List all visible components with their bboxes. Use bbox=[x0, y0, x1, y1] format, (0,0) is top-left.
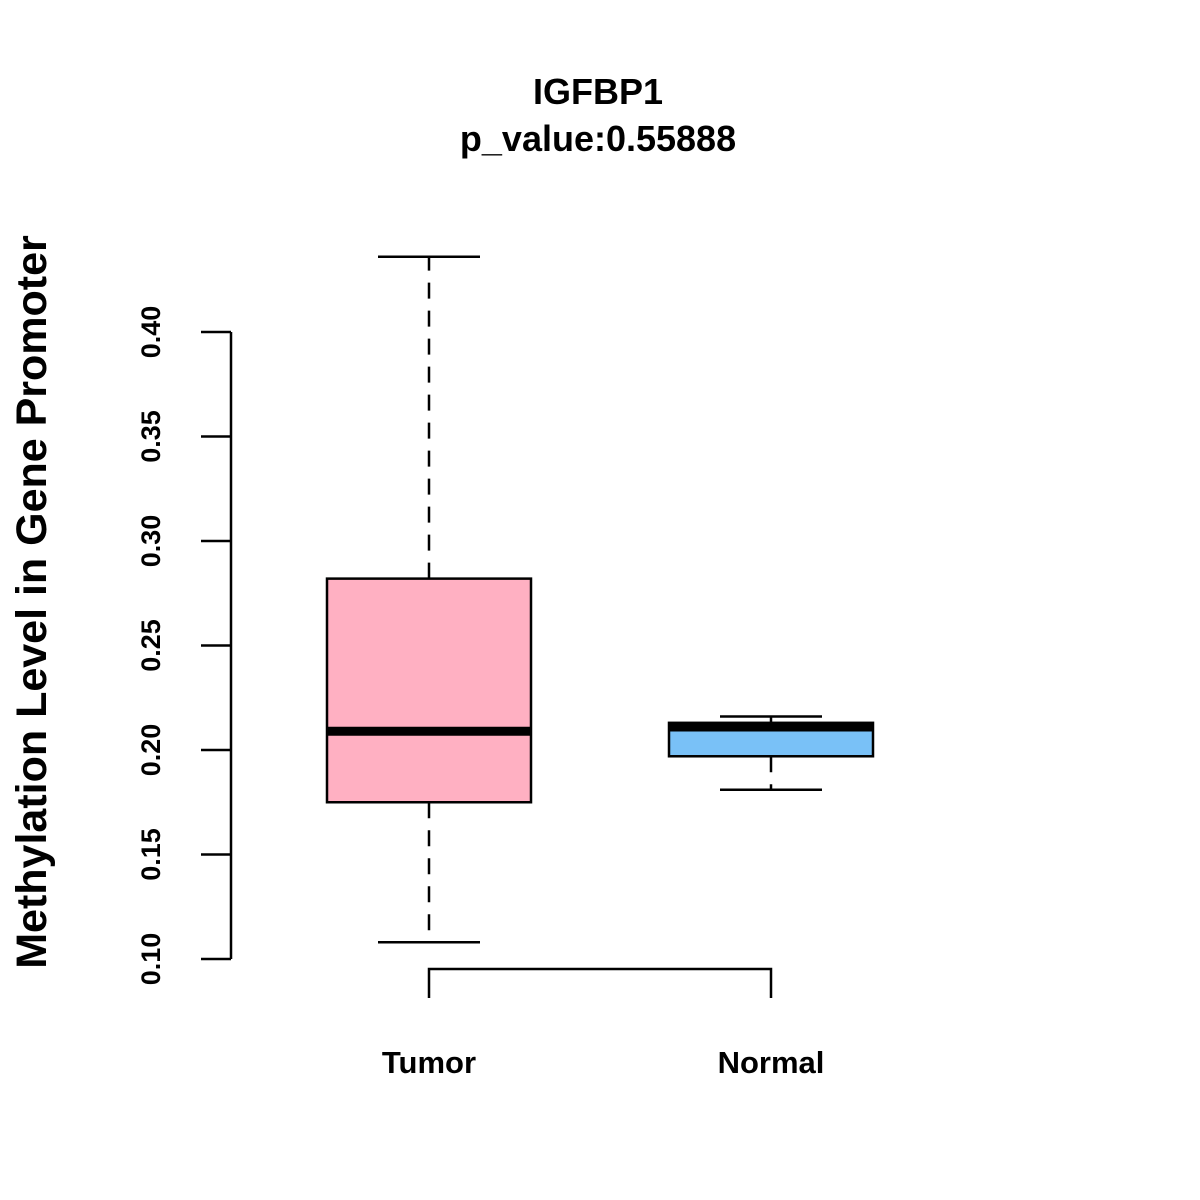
y-tick-label: 0.15 bbox=[136, 828, 166, 881]
y-axis: 0.10 0.15 0.20 0.25 0.30 0.35 0.40 bbox=[136, 306, 233, 986]
box-normal bbox=[667, 715, 875, 791]
y-tick-label: 0.35 bbox=[136, 410, 166, 463]
y-tick-label: 0.30 bbox=[136, 515, 166, 568]
chart-subtitle: p_value:0.55888 bbox=[460, 118, 736, 159]
category-label-tumor: Tumor bbox=[382, 1045, 476, 1080]
box-tumor bbox=[325, 255, 533, 944]
y-tick-label: 0.25 bbox=[136, 619, 166, 672]
y-axis-label: Methylation Level in Gene Promoter bbox=[8, 235, 56, 969]
y-tick-label: 0.10 bbox=[136, 933, 166, 986]
y-tick-label: 0.20 bbox=[136, 724, 166, 777]
category-labels: Tumor Normal bbox=[382, 1045, 824, 1080]
boxes bbox=[325, 255, 875, 944]
category-label-normal: Normal bbox=[718, 1045, 825, 1080]
y-tick-label: 0.40 bbox=[136, 306, 166, 359]
box-iqr bbox=[325, 577, 533, 804]
comparison-bracket bbox=[427, 967, 773, 998]
bracket-line bbox=[427, 967, 773, 998]
chart-title: IGFBP1 bbox=[533, 71, 663, 112]
